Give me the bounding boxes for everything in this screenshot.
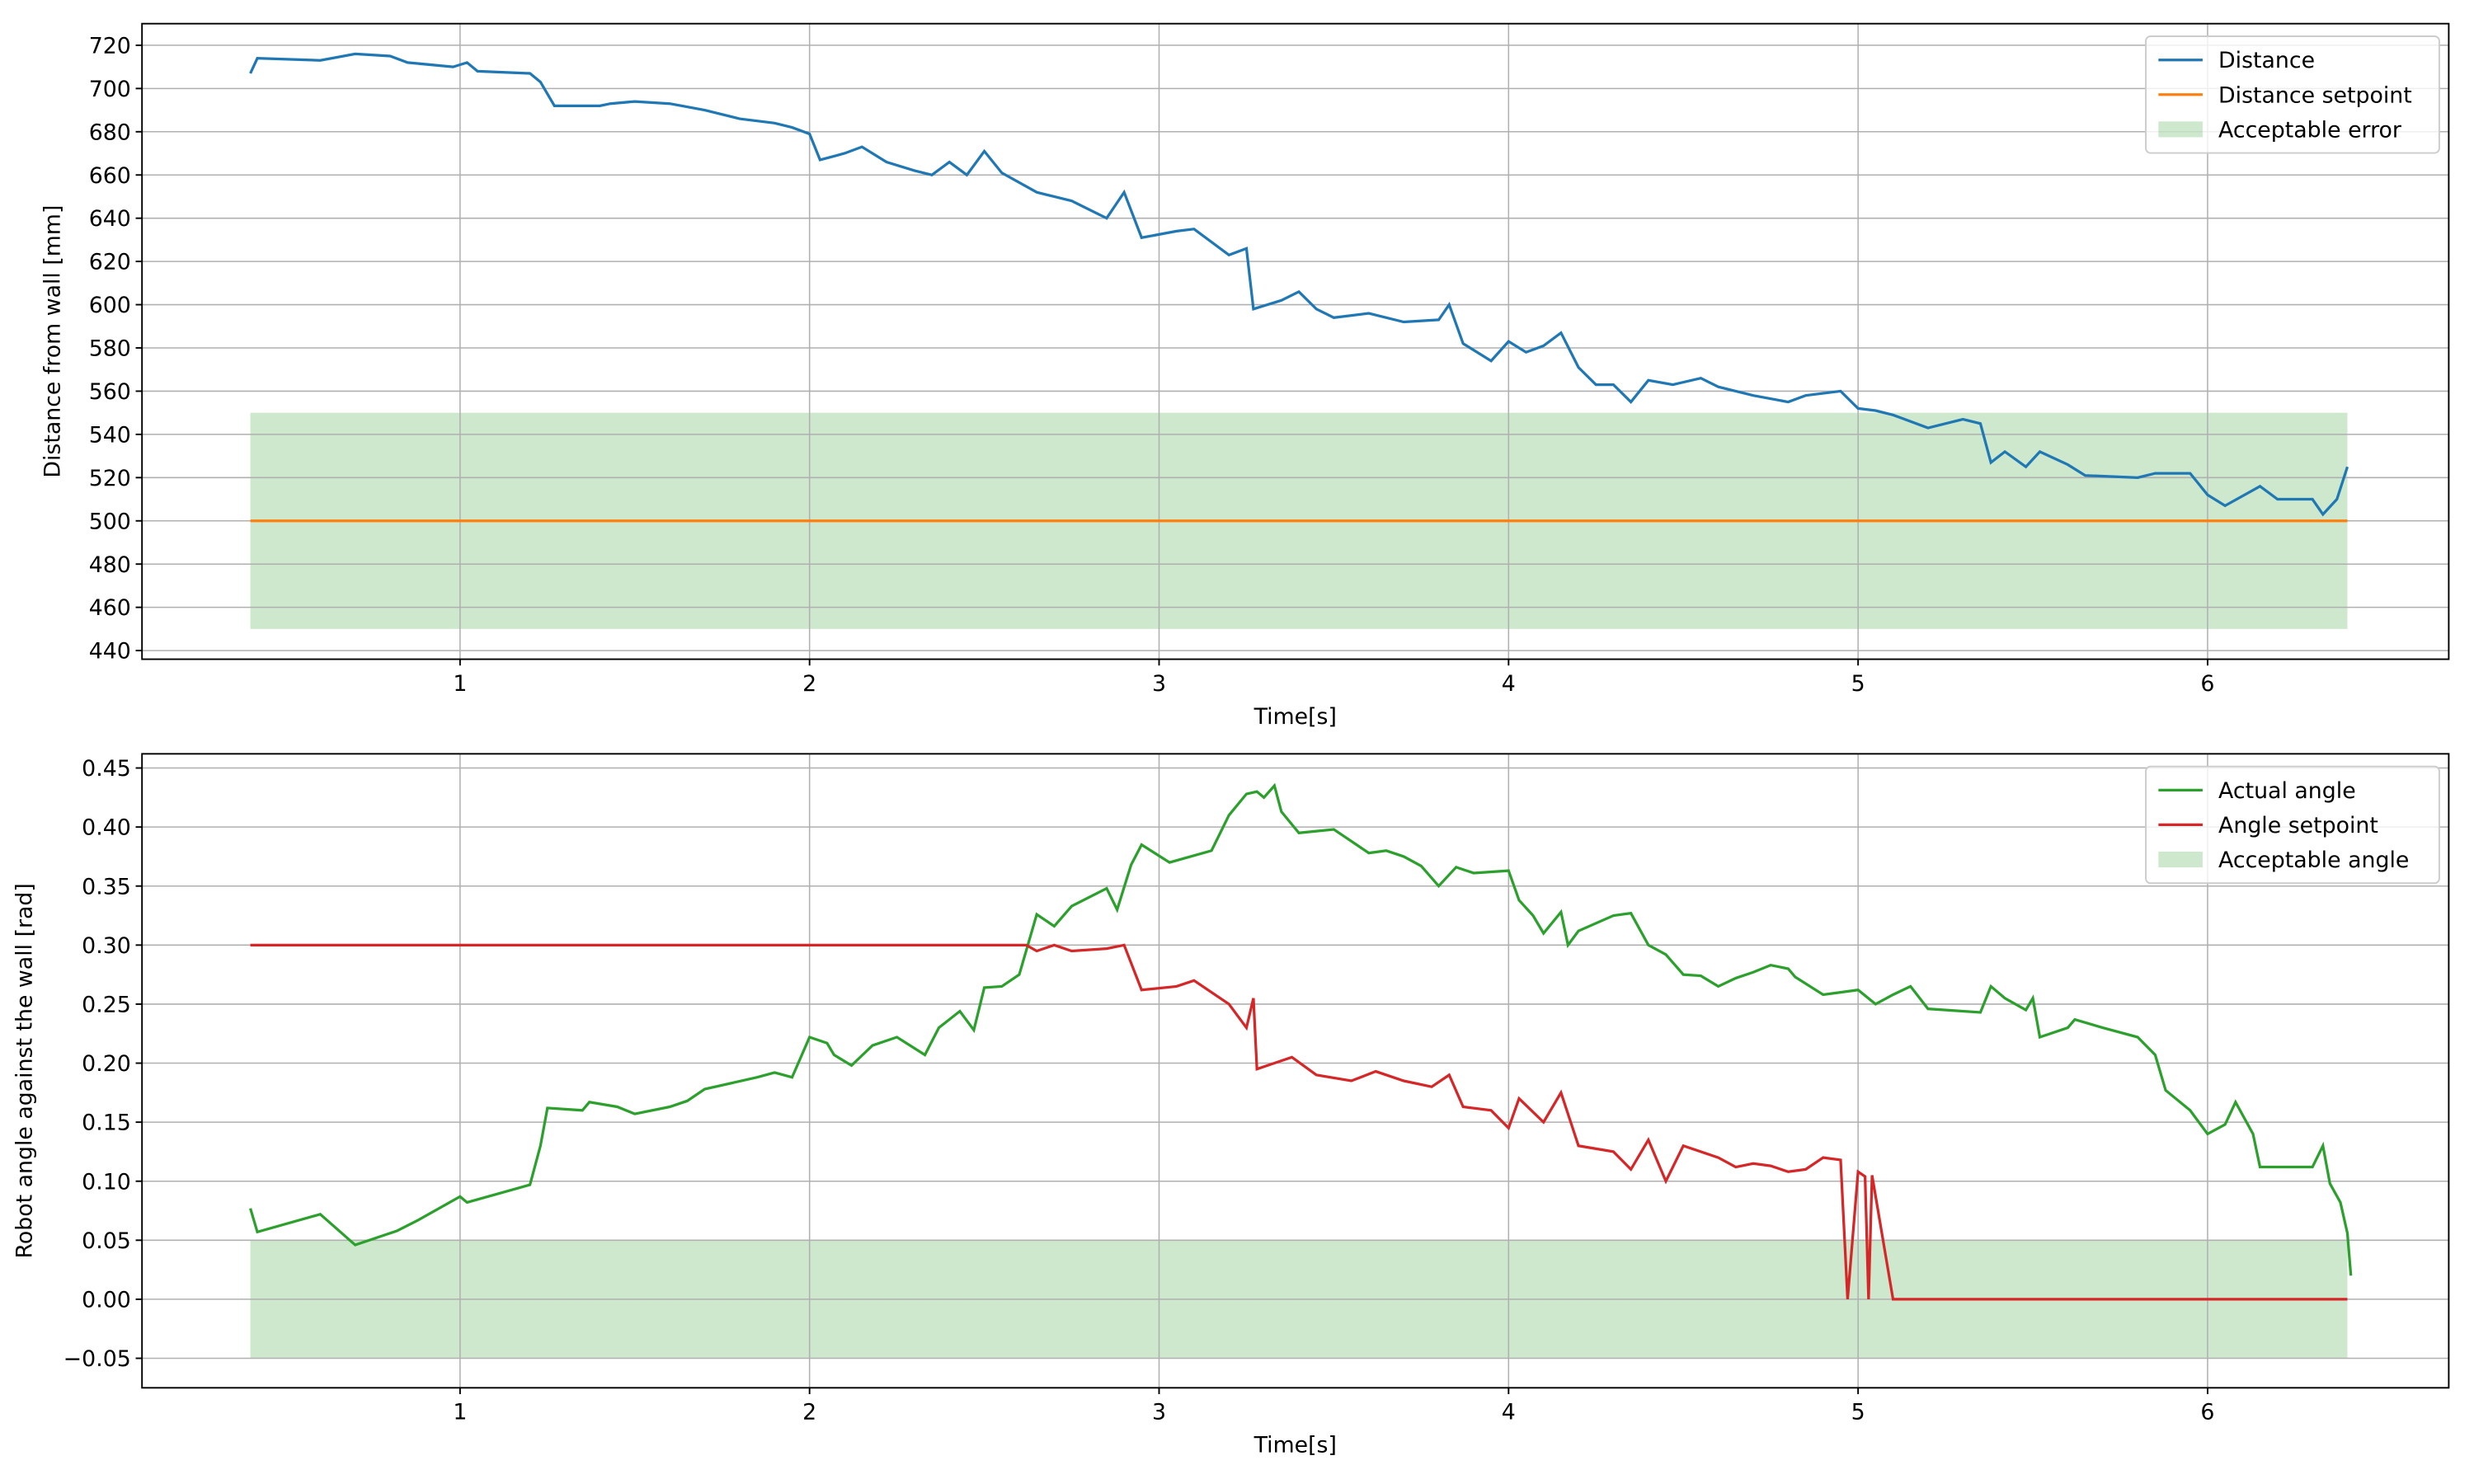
legend: Actual angle Angle setpoint Acceptable ang… [2145,765,2440,885]
legend-label: Actual angle [2218,778,2356,804]
plot-frame [141,753,2450,1389]
y-tick-label: 0.15 [82,1111,131,1136]
x-tick-label: 3 [1152,1400,1166,1425]
x-tick-label: 5 [1851,1400,1865,1425]
x-tick-label: 2 [802,1400,816,1425]
legend-label: Angle setpoint [2218,813,2378,838]
y-tick-label: 560 [89,379,131,405]
legend-box [2145,765,2440,885]
y-tick-label: 0.40 [82,815,131,841]
y-axis-label: Distance from wall [mm] [40,205,66,478]
y-tick-label: 500 [89,509,131,534]
y-tick-label: 0.00 [82,1287,131,1313]
legend-label: Distance [2218,48,2315,73]
y-tick-label: 720 [89,33,131,59]
y-tick-label: 0.05 [82,1228,131,1254]
y-tick-label: 0.30 [82,933,131,959]
y-tick-label: 540 [89,422,131,448]
x-tick-label: 4 [1502,1400,1516,1425]
x-axis-label: Time[s] [1253,1433,1337,1458]
x-tick-label: 3 [1152,671,1166,697]
legend-patch [2158,851,2203,868]
y-tick-label: 0.45 [82,756,131,782]
x-tick-label: 4 [1502,671,1516,697]
y-tick-label: −0.05 [63,1346,131,1372]
y-tick-label: 680 [89,120,131,145]
series-line [249,52,2349,517]
legend-label: Acceptable angle [2218,848,2409,873]
series-line [250,943,2348,1301]
y-tick-label: 0.10 [82,1169,131,1195]
y-tick-label: 640 [89,206,131,232]
x-tick-label: 1 [453,671,467,697]
legend-box [2145,35,2440,154]
plot-frame [141,22,2450,660]
y-tick-label: 440 [89,639,131,665]
y-tick-label: 700 [89,77,131,102]
legend-label: Distance setpoint [2218,82,2412,108]
y-tick-label: 660 [89,163,131,189]
legend: Distance Distance setpoint Acceptable erro… [2145,35,2440,154]
y-axis-label: Robot angle against the wall [rad] [12,883,37,1258]
y-tick-label: 0.25 [82,992,131,1017]
x-tick-label: 2 [802,671,816,697]
x-tick-label: 6 [2200,1400,2214,1425]
legend-patch [2158,121,2203,138]
chart: 1 2 3 4 5 6 −0.05 0.00 0.05 0.10 0.15 0.20 0.25 0.30 0… [12,753,2450,1458]
y-tick-label: 480 [89,552,131,578]
series-line [249,782,2353,1276]
x-tick-label: 6 [2200,671,2214,697]
y-tick-label: 600 [89,293,131,318]
y-tick-label: 520 [89,466,131,491]
x-tick-label: 5 [1851,671,1865,697]
y-tick-label: 460 [89,595,131,621]
legend-label: Acceptable error [2218,117,2401,143]
y-tick-label: 0.35 [82,874,131,899]
chart: 1 2 3 4 5 6 440 460 480 500 520 540 560 580 600 620 640 6… [40,22,2450,730]
x-tick-label: 1 [453,1400,467,1425]
y-tick-label: 620 [89,250,131,275]
y-tick-label: 0.20 [82,1051,131,1077]
y-tick-label: 580 [89,336,131,362]
x-axis-label: Time[s] [1253,704,1337,730]
